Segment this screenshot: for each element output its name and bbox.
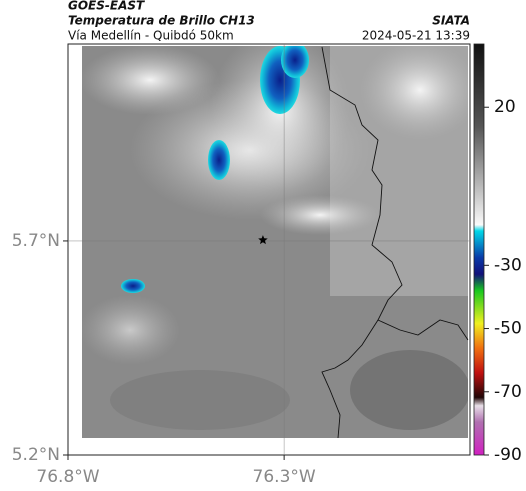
colorbar-tick-label: -90 (494, 445, 522, 465)
x-tick-label: 76.8°W (36, 467, 99, 487)
map-frame (67, 43, 471, 456)
region: Vía Medellín - Quibdó 50km (68, 29, 234, 43)
x-tick-label: 76.3°W (253, 467, 316, 487)
y-tick-label: 5.7°N (12, 231, 60, 251)
location-marker (258, 235, 268, 245)
timestamp: 2024-05-21 13:39 (362, 29, 470, 43)
borders (321, 46, 469, 439)
colorbar (473, 43, 485, 456)
colorbar-tick-label: -30 (494, 255, 522, 275)
satellite-image (82, 46, 468, 438)
subtitle: Temperatura de Brillo CH13 (68, 14, 255, 28)
y-tick-label: 5.2°N (12, 445, 60, 465)
colorbar-tick-label: 20 (494, 97, 516, 117)
source: SIATA (432, 14, 470, 28)
colorbar-tick-label: -70 (494, 382, 522, 402)
title: GOES-EAST (68, 0, 145, 13)
colorbar-tick-label: -50 (494, 319, 522, 339)
